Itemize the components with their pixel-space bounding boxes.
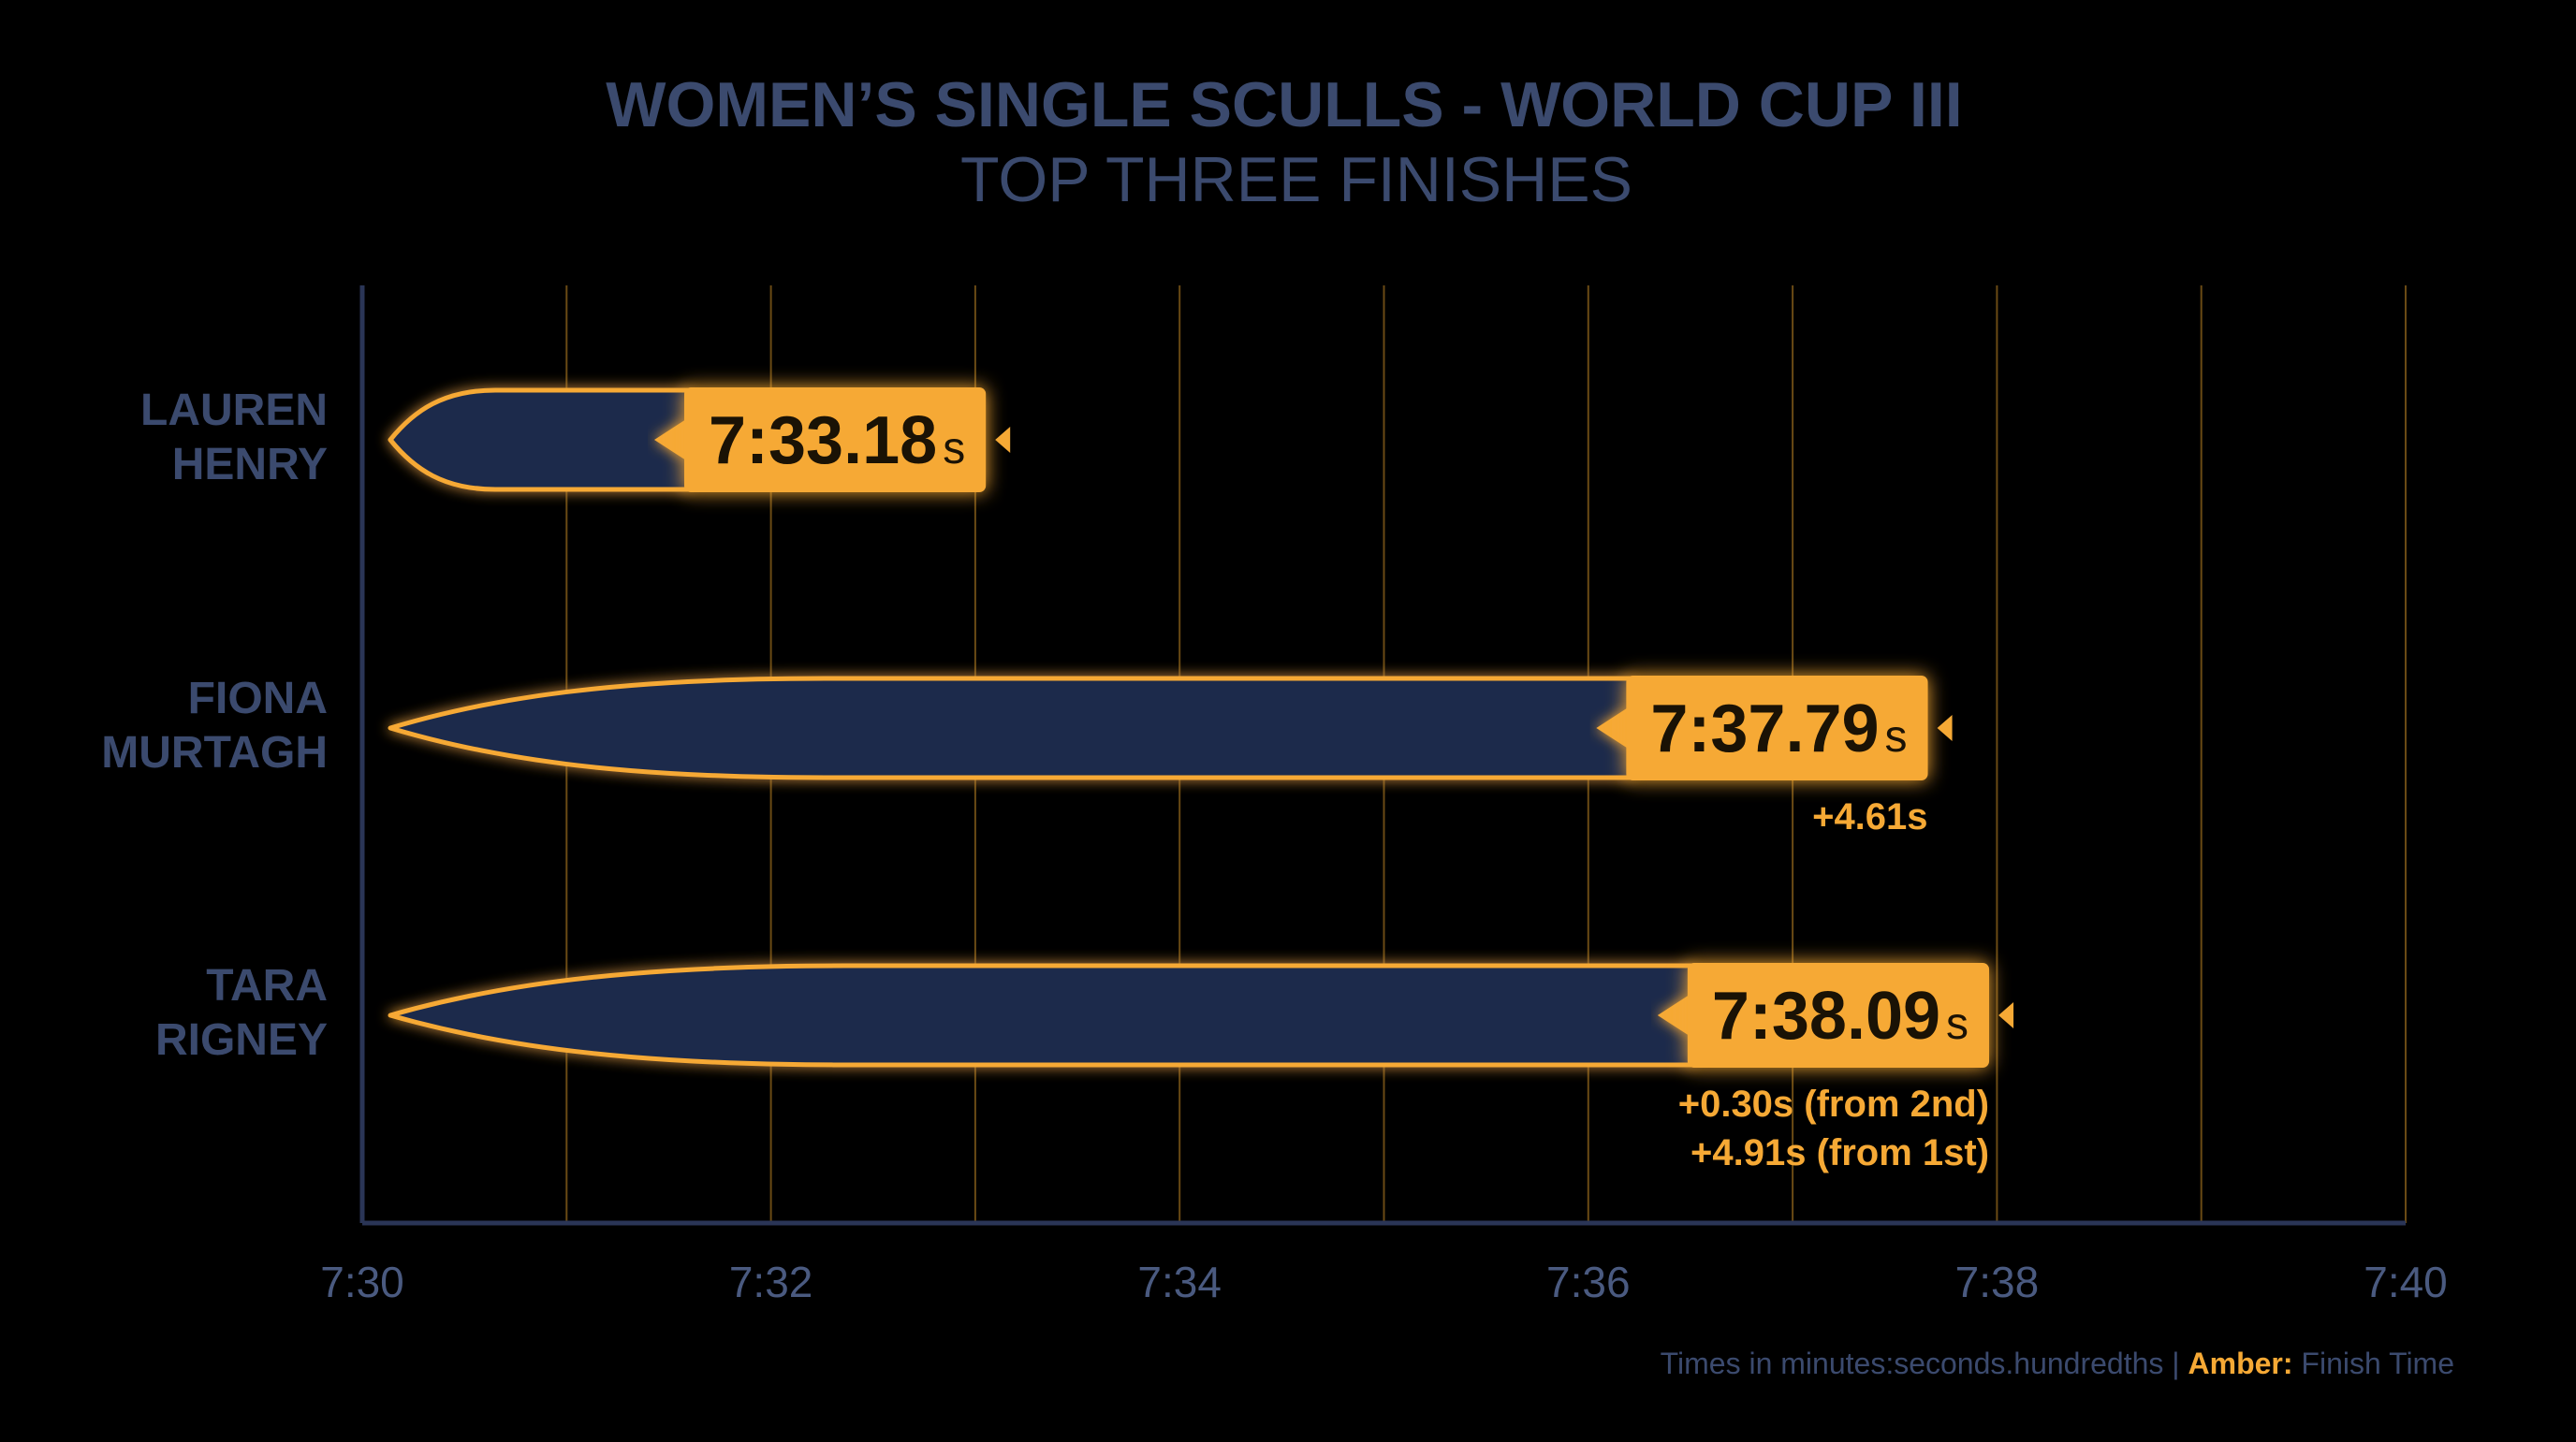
time-label-box <box>1626 676 1928 780</box>
finish-marker-arrow <box>995 427 1011 453</box>
x-tick-label: 7:30 <box>320 1258 404 1306</box>
delta-annotation: +4.91s (from 1st) <box>1690 1132 1989 1173</box>
finish-bar <box>388 676 1634 780</box>
axes <box>359 285 2406 1226</box>
row: FIONA MURTAGH 7:37.79 s +4.61s <box>101 674 1957 838</box>
athlete-name: FIONA <box>188 674 328 723</box>
footnote-prefix: Times in minutes:seconds.hundredths | <box>1661 1347 2188 1380</box>
label-pointer <box>1657 995 1690 1036</box>
time-label: 7:38.09 s <box>1712 979 1969 1054</box>
x-tick-label: 7:40 <box>2364 1258 2448 1306</box>
time-value: 7:37.79 <box>1650 692 1879 766</box>
time-unit: s <box>943 424 965 473</box>
athlete-name: TARA <box>206 961 328 1011</box>
footnote-highlight: Amber: <box>2188 1347 2293 1380</box>
finish-bar <box>388 387 693 492</box>
time-label: 7:33.18 s <box>709 403 965 478</box>
delta-annotation: +0.30s (from 2nd) <box>1678 1084 1989 1125</box>
finish-bar <box>388 963 1696 1068</box>
athlete-name: MURTAGH <box>101 728 328 778</box>
label-pointer <box>1596 707 1629 749</box>
footnote-suffix: Finish Time <box>2293 1347 2454 1380</box>
delta-annotation: +4.61s <box>1812 796 1927 838</box>
time-label-box <box>1687 963 1990 1068</box>
time-value: 7:38.09 <box>1712 979 1940 1054</box>
footnote: Times in minutes:seconds.hundredths | Am… <box>1661 1347 2454 1380</box>
athlete-name: LAUREN <box>140 386 328 435</box>
athlete-name: RIGNEY <box>155 1015 328 1065</box>
time-value: 7:33.18 <box>709 403 937 478</box>
finish-marker-arrow <box>1998 1002 2014 1028</box>
time-unit: s <box>1885 712 1908 762</box>
chart-title: WOMEN’S SINGLE SCULLS - WORLD CUP III <box>606 69 1962 140</box>
time-unit: s <box>1946 999 1969 1049</box>
x-tick-label: 7:36 <box>1546 1258 1631 1306</box>
time-label: 7:37.79 s <box>1650 692 1907 766</box>
row: LAUREN HENRY 7:33.18 s <box>140 386 1015 494</box>
x-tick-label: 7:38 <box>1955 1258 2040 1306</box>
x-tick-label: 7:32 <box>729 1258 813 1306</box>
label-pointer <box>653 419 686 460</box>
chart-subtitle: TOP THREE FINISHES <box>960 144 1632 215</box>
time-label-box <box>683 387 987 492</box>
x-tick-labels: 7:30 7:32 7:34 7:36 7:38 7:40 <box>320 1258 2448 1306</box>
x-tick-label: 7:34 <box>1137 1258 1222 1306</box>
finish-marker-arrow <box>1937 715 1953 741</box>
athlete-name: HENRY <box>172 440 328 489</box>
